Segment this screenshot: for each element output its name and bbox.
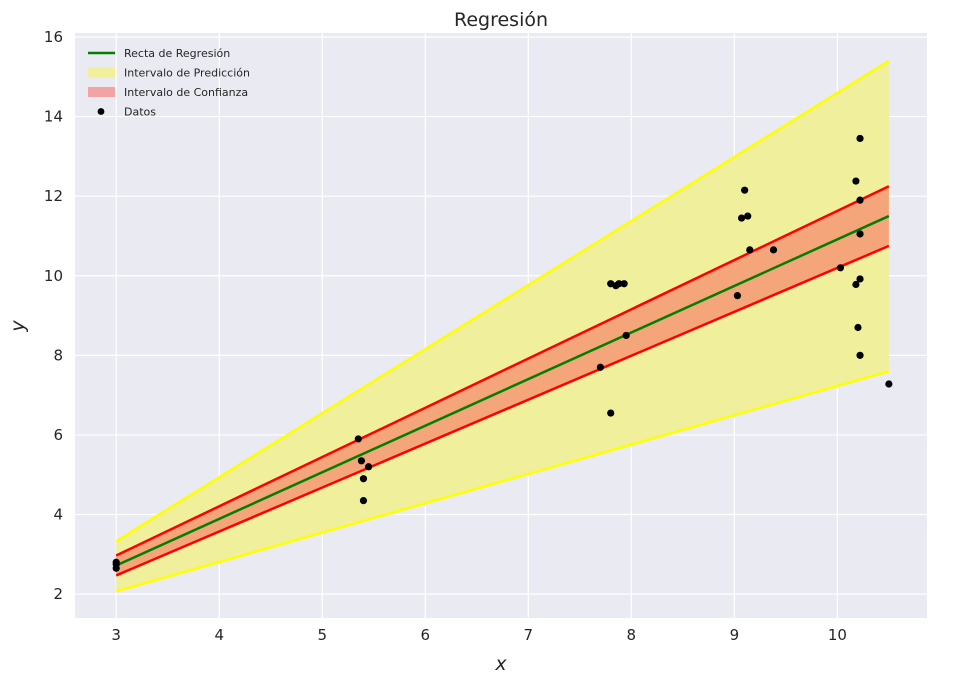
data-point — [769, 246, 778, 254]
y-tick-label: 6 — [53, 426, 63, 444]
x-tick-label: 4 — [214, 626, 224, 644]
y-tick-label: 2 — [53, 585, 63, 603]
confidence-upper-line — [115, 185, 890, 557]
data-point — [737, 214, 746, 222]
legend-patch-swatch — [88, 87, 115, 97]
x-tick-label: 9 — [730, 626, 740, 644]
data-points — [112, 134, 893, 572]
prediction-lower-line — [115, 370, 890, 593]
data-point — [622, 331, 630, 340]
y-axis-label: y — [7, 320, 29, 333]
data-point — [746, 246, 754, 254]
data-point — [359, 497, 368, 505]
y-tick-label: 10 — [44, 267, 63, 285]
legend-patch-swatch — [88, 67, 115, 78]
legend-point-swatch — [97, 108, 105, 115]
data-point — [354, 435, 362, 443]
x-tick-label: 10 — [828, 626, 847, 644]
x-axis-label: x — [494, 653, 507, 675]
data-point — [615, 280, 623, 288]
x-tick-label: 8 — [627, 626, 637, 644]
chart-title: Regresión — [454, 9, 548, 31]
data-point — [357, 457, 366, 465]
data-point — [856, 196, 864, 204]
data-point — [359, 475, 368, 483]
data-point — [741, 186, 749, 194]
prediction-interval-band — [116, 60, 889, 592]
data-point — [744, 212, 752, 220]
data-point — [854, 323, 862, 332]
x-tick-label: 3 — [111, 626, 121, 644]
data-point — [852, 177, 860, 185]
regression-line — [115, 214, 890, 567]
y-tick-label: 14 — [44, 108, 63, 126]
data-point — [836, 264, 845, 272]
data-point — [733, 292, 742, 300]
y-tick-labels: 2 4 6 8 10 12 14 16 — [44, 28, 63, 603]
x-tick-label: 6 — [421, 626, 431, 644]
legend-label: Intervalo de Predicción — [124, 67, 250, 80]
data-point — [856, 134, 864, 143]
data-point — [620, 280, 628, 288]
interval-lines — [115, 59, 890, 593]
data-point — [596, 363, 605, 371]
data-point — [112, 564, 120, 572]
data-point — [856, 275, 864, 283]
x-tick-label: 5 — [317, 626, 327, 644]
data-point — [856, 351, 864, 359]
x-tick-labels: 3 4 5 6 7 8 9 10 — [111, 626, 846, 644]
y-tick-label: 8 — [53, 346, 63, 364]
data-point — [885, 380, 893, 388]
legend-label: Datos — [124, 106, 156, 119]
data-point — [852, 280, 860, 289]
legend: Recta de Regresión Intervalo de Predicció… — [88, 47, 250, 119]
data-point — [365, 463, 373, 471]
y-tick-label: 16 — [44, 28, 63, 46]
legend-label: Recta de Regresión — [124, 47, 230, 60]
y-tick-label: 4 — [53, 506, 63, 524]
legend-label: Intervalo de Confianza — [124, 86, 248, 99]
y-tick-label: 12 — [44, 187, 63, 205]
prediction-upper-line — [115, 59, 890, 543]
data-point — [856, 230, 864, 238]
confidence-lower-line — [115, 244, 890, 577]
x-tick-label: 7 — [524, 626, 534, 644]
data-point — [607, 409, 615, 417]
